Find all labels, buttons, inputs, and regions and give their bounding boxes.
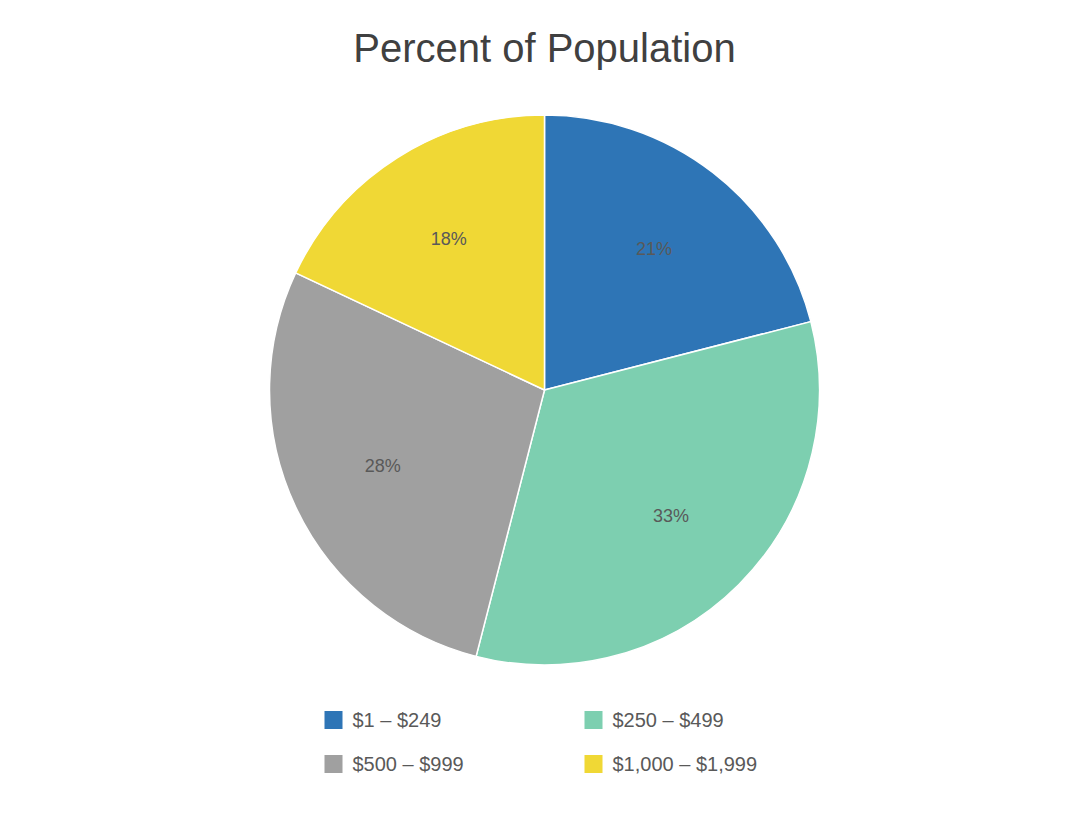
legend-swatch xyxy=(325,755,343,773)
chart-svg: Percent of Population 21% 33% 28% 18% $1 – $2… xyxy=(0,0,1089,830)
chart-title: Percent of Population xyxy=(353,26,735,70)
data-label: 33% xyxy=(653,506,689,526)
pie-slices xyxy=(269,115,819,665)
legend-item: $1,000 – $1,999 xyxy=(585,753,758,775)
legend: $1 – $249 $250 – $499 $500 – $999 $1,000 – … xyxy=(325,709,758,775)
data-label: 21% xyxy=(636,239,672,259)
pie-slice xyxy=(296,115,545,390)
legend-item: $1 – $249 xyxy=(325,709,442,731)
legend-label: $1,000 – $1,999 xyxy=(613,753,758,775)
legend-swatch xyxy=(585,711,603,729)
chart-container: Percent of Population 21% 33% 28% 18% $1 – $2… xyxy=(0,0,1089,830)
data-label: 28% xyxy=(365,456,401,476)
data-label: 18% xyxy=(431,229,467,249)
legend-swatch xyxy=(585,755,603,773)
legend-swatch xyxy=(325,711,343,729)
legend-item: $500 – $999 xyxy=(325,753,464,775)
pie-labels: 21% 33% 28% 18% xyxy=(365,229,689,526)
legend-label: $500 – $999 xyxy=(353,753,464,775)
legend-item: $250 – $499 xyxy=(585,709,724,731)
legend-label: $1 – $249 xyxy=(353,709,442,731)
legend-label: $250 – $499 xyxy=(613,709,724,731)
